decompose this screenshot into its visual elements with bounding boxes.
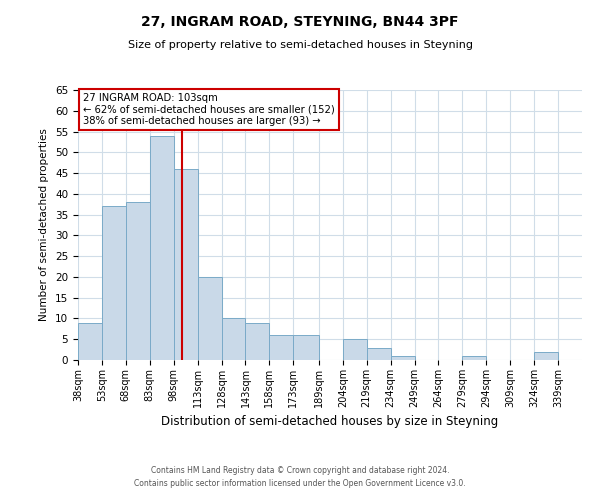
Text: 27, INGRAM ROAD, STEYNING, BN44 3PF: 27, INGRAM ROAD, STEYNING, BN44 3PF [141, 15, 459, 29]
Bar [293, 335, 319, 360]
Bar [463, 356, 487, 360]
Bar [102, 206, 126, 360]
Text: 27 INGRAM ROAD: 103sqm
← 62% of semi-detached houses are smaller (152)
38% of se: 27 INGRAM ROAD: 103sqm ← 62% of semi-det… [83, 92, 335, 126]
Bar [221, 318, 245, 360]
Bar [367, 348, 391, 360]
Bar [343, 339, 367, 360]
Bar [197, 277, 221, 360]
Bar [269, 335, 293, 360]
Bar [150, 136, 173, 360]
Bar [245, 322, 269, 360]
Bar [173, 169, 197, 360]
Text: Contains HM Land Registry data © Crown copyright and database right 2024.
Contai: Contains HM Land Registry data © Crown c… [134, 466, 466, 487]
Bar [534, 352, 558, 360]
Bar [391, 356, 415, 360]
Bar [78, 322, 102, 360]
Bar [126, 202, 150, 360]
Y-axis label: Number of semi-detached properties: Number of semi-detached properties [40, 128, 49, 322]
Text: Size of property relative to semi-detached houses in Steyning: Size of property relative to semi-detach… [128, 40, 473, 50]
X-axis label: Distribution of semi-detached houses by size in Steyning: Distribution of semi-detached houses by … [161, 416, 499, 428]
